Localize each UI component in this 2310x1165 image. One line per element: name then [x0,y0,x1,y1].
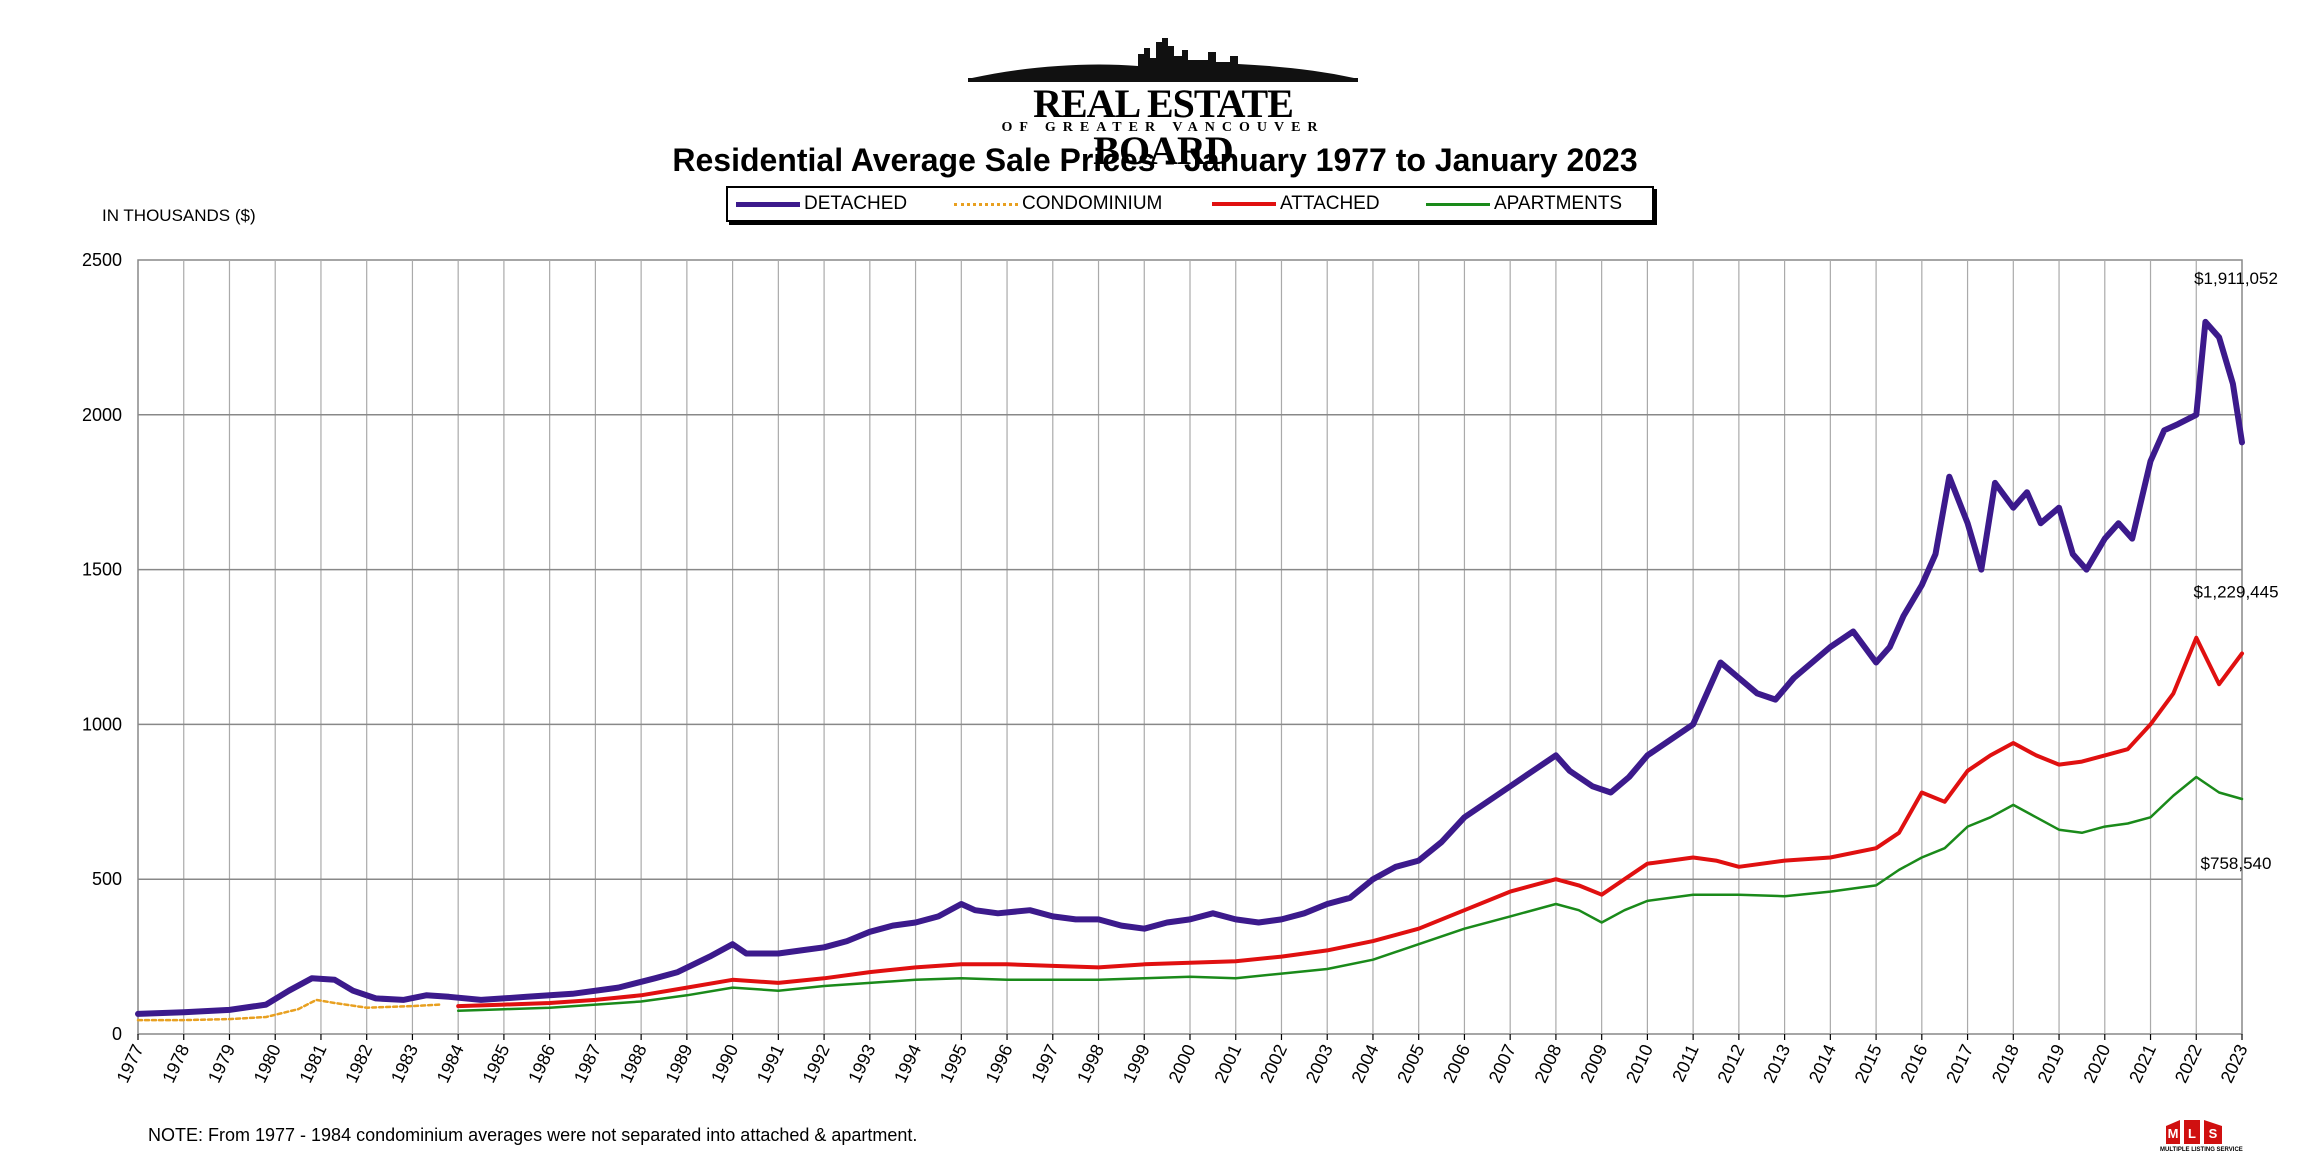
logo-title: REAL ESTATE BOARD [1033,81,1294,173]
annotation-attached: $1,229,445 [2193,583,2278,602]
x-tick-label: 2017 [1942,1041,1977,1086]
annotation-apartments: $758,540 [2201,854,2272,873]
legend-item-detached: DETACHED [736,188,907,220]
series-line-detached [135,318,2245,1017]
y-tick-label: 0 [112,1024,122,1044]
x-tick-label: 2020 [2079,1041,2114,1086]
x-tick-label: 1980 [250,1041,285,1086]
x-tick-label: 1977 [113,1041,148,1086]
x-tick-label: 2015 [1851,1041,1886,1086]
annotation-detached: $1,911,052 [2194,269,2278,288]
x-tick-label: 2009 [1576,1041,1611,1086]
mls-icon: M L S [2166,1120,2222,1144]
legend-swatch-attached [1212,202,1276,206]
x-tick-label: 1988 [616,1041,651,1086]
x-tick-label: 1979 [204,1041,239,1086]
y-tick-label: 500 [92,869,122,889]
y-tick-label: 1000 [82,714,122,734]
series-line-apartments [456,775,2244,1013]
x-tick-label: 2014 [1805,1041,1840,1086]
y-tick-label: 1500 [82,560,122,580]
legend-item-condominium: CONDOMINIUM [954,188,1162,220]
legend-label-condominium: CONDOMINIUM [1022,193,1163,214]
x-tick-label: 1998 [1073,1041,1108,1086]
x-tick-label: 1999 [1119,1041,1154,1086]
x-tick-label: 1983 [387,1041,422,1086]
x-tick-label: 2022 [2171,1041,2206,1086]
legend-label-apartments: APARTMENTS [1494,193,1623,214]
svg-text:S: S [2209,1126,2218,1141]
x-tick-label: 2010 [1622,1041,1657,1086]
x-tick-label: 2006 [1439,1041,1474,1086]
x-tick-label: 2016 [1896,1041,1931,1086]
x-tick-label: 1981 [296,1041,331,1086]
x-tick-label: 2008 [1530,1041,1565,1086]
legend-swatch-apartments [1426,202,1490,206]
x-tick-label: 1987 [570,1041,605,1086]
x-tick-label: 2011 [1668,1041,1702,1085]
x-tick-label: 1997 [1027,1041,1062,1086]
mls-label: MULTIPLE LISTING SERVICE [2160,1147,2243,1153]
x-tick-label: 2013 [1759,1041,1794,1086]
x-tick-label: 1996 [982,1041,1017,1086]
x-tick-label: 2001 [1210,1041,1245,1086]
legend-label-detached: DETACHED [804,193,908,214]
x-tick-label: 2004 [1348,1041,1383,1086]
x-tick-label: 2018 [1988,1041,2023,1086]
x-tick-label: 1991 [753,1041,788,1086]
x-tick-label: 2000 [1165,1041,1200,1086]
x-tick-label: 1978 [158,1041,193,1086]
x-tick-label: 1994 [890,1041,925,1086]
y-axis-label: IN THOUSANDS ($) [102,206,256,225]
y-tick-label: 2500 [82,250,122,270]
series-line-condominium [136,998,442,1022]
x-tick-label: 1989 [661,1041,696,1086]
reb-logo: REAL ESTATE BOARD OF GREATER VANCOUVER [968,36,1358,173]
legend-item-attached: ATTACHED [1212,188,1380,220]
x-tick-label: 2023 [2217,1041,2252,1086]
legend-item-apartments: APARTMENTS [1426,188,1622,220]
x-tick-label: 1984 [433,1041,468,1086]
skyline-icon [968,38,1358,82]
series-line-attached [456,635,2244,1009]
x-tick-label: 2007 [1485,1041,1520,1086]
chart-legend: DETACHED CONDOMINIUM ATTACHED APARTMENTS [726,186,1654,222]
x-tick-label: 1982 [341,1041,376,1086]
mls-logo: M L S MULTIPLE LISTING SERVICE [2160,1118,2260,1158]
legend-label-attached: ATTACHED [1280,193,1380,214]
legend-swatch-detached [736,201,800,207]
x-tick-label: 1985 [478,1041,513,1086]
x-tick-label: 1986 [524,1041,559,1086]
x-tick-label: 1995 [936,1041,971,1086]
y-tick-label: 2000 [82,405,122,425]
x-tick-label: 2002 [1256,1041,1291,1086]
footnote: NOTE: From 1977 - 1984 condominium avera… [148,1125,918,1145]
x-tick-label: 1993 [844,1041,879,1086]
legend-swatch-condominium [954,202,1018,206]
svg-text:L: L [2188,1126,2196,1141]
x-tick-label: 2012 [1713,1041,1748,1086]
x-tick-label: 2019 [2034,1041,2069,1086]
chart-title: Residential Average Sale Prices - Januar… [672,142,1638,178]
svg-text:M: M [2168,1126,2179,1141]
x-tick-label: 1990 [707,1041,742,1086]
x-tick-label: 2021 [2125,1041,2160,1086]
x-tick-label: 2003 [1302,1041,1337,1086]
logo-subtitle: OF GREATER VANCOUVER [1001,120,1325,135]
x-tick-label: 1992 [799,1041,834,1086]
x-tick-label: 2005 [1393,1041,1428,1086]
